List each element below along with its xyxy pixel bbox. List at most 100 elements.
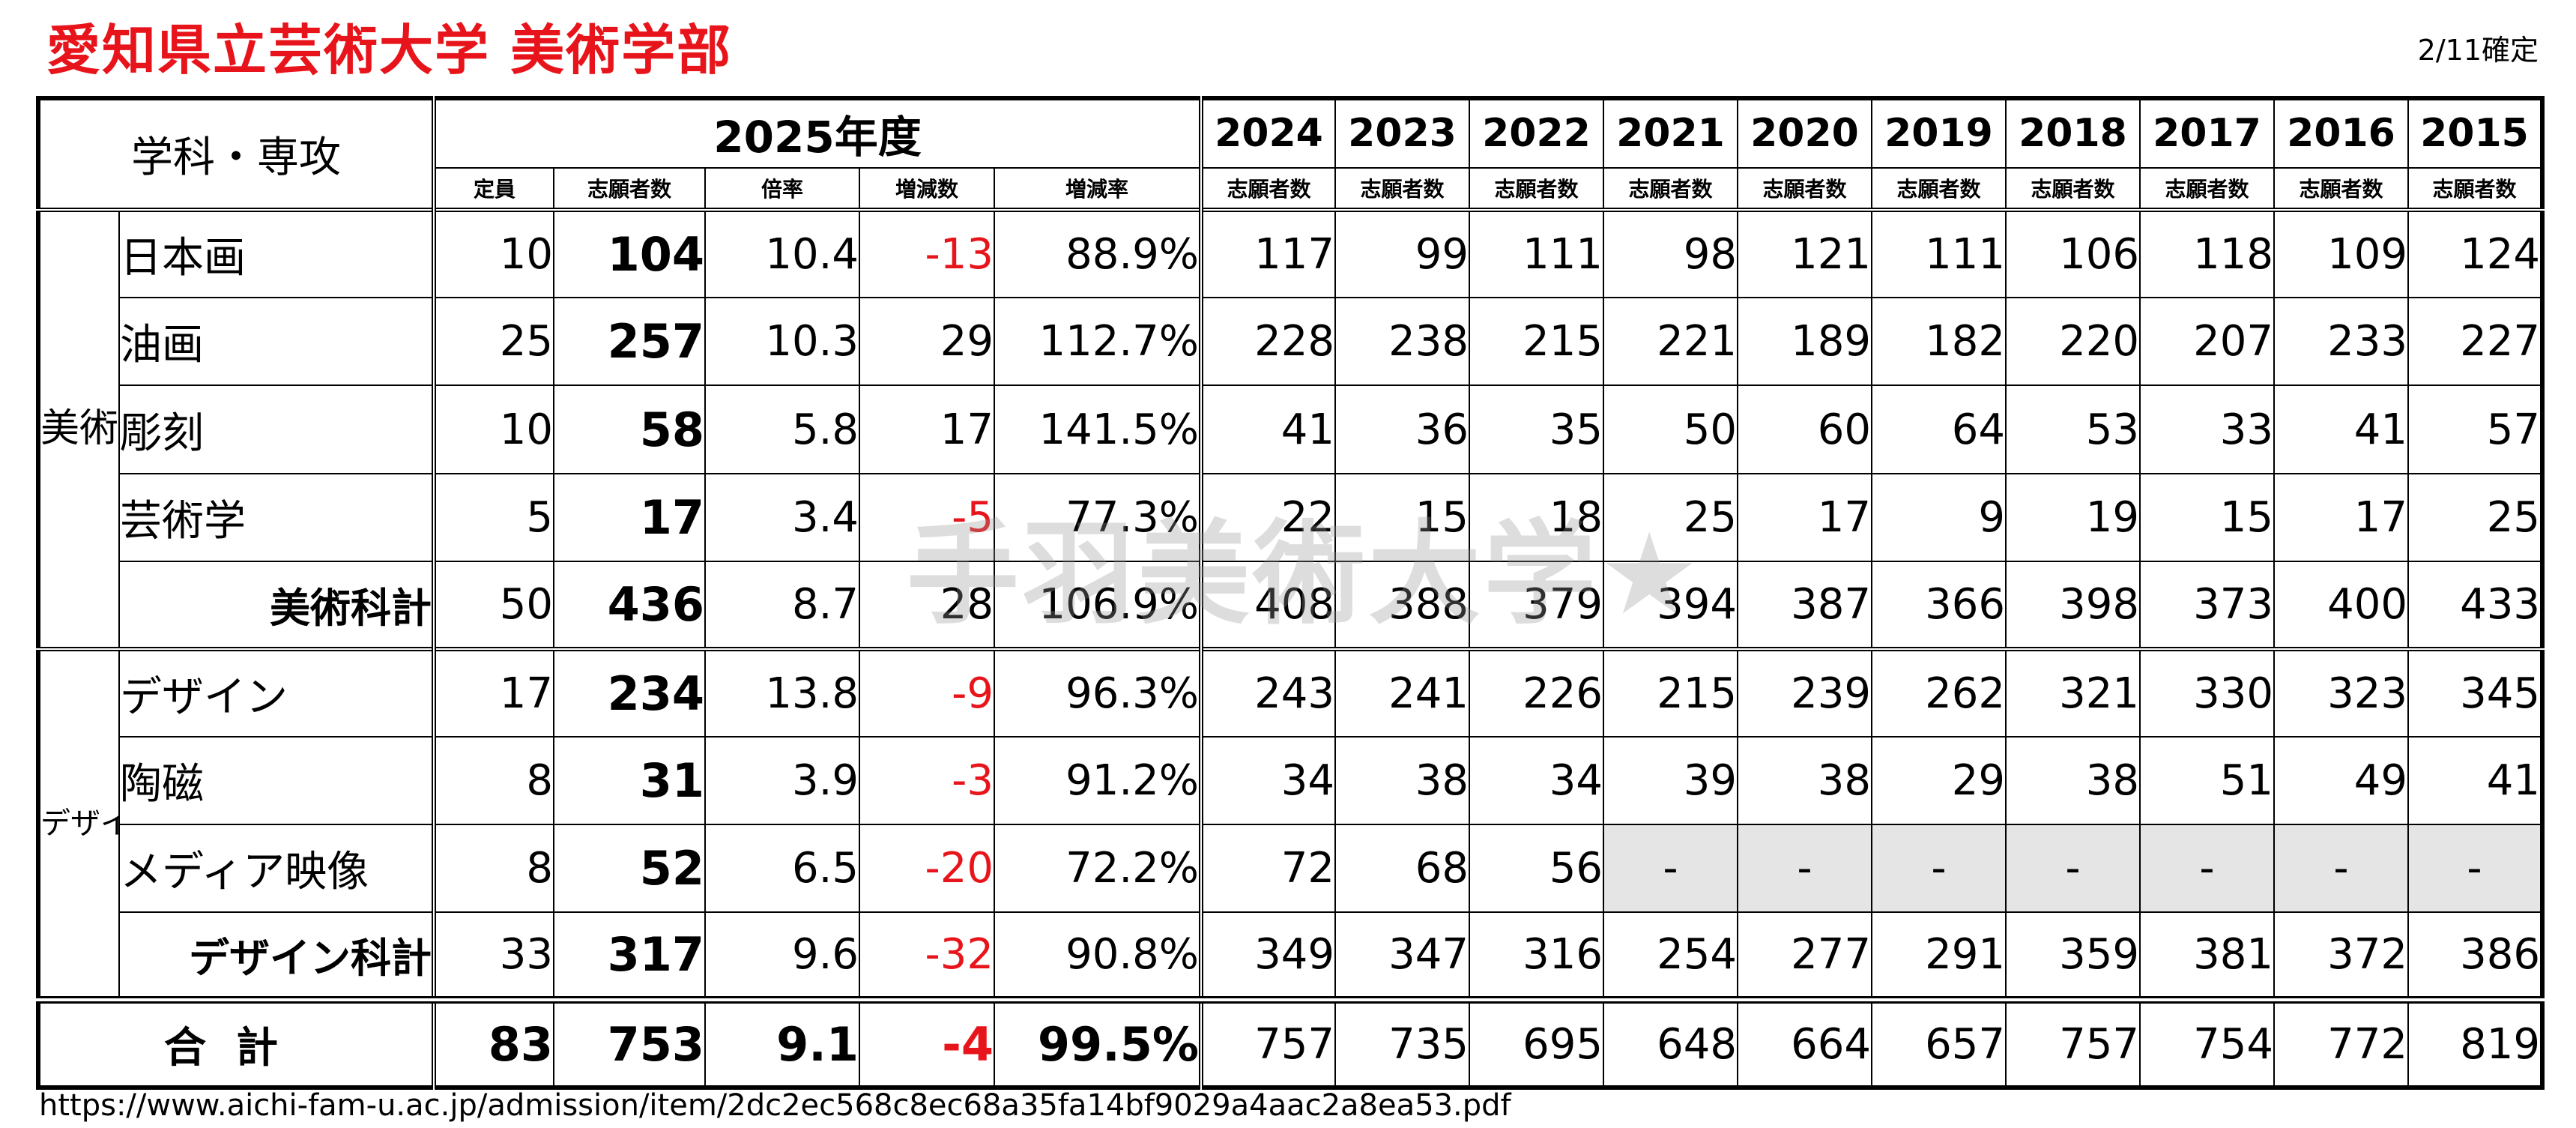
past-cell-2023: 388 [1334,560,1470,650]
dept-header: 学科・専攻 [37,97,436,211]
past-cell-2019: - [1871,824,2007,913]
table-row: メディア映像 8 52 6.5 -20 72.2% 72 68 56- - - - - - - [38,824,2543,913]
past-cell-2020: 239 [1737,646,1872,738]
capacity-cell: 25 [433,297,554,387]
past-cell-2015: 345 [2407,646,2543,738]
applicants-cell: 257 [553,297,706,387]
confirmed-date: 2/11確定 [2417,34,2539,67]
subtotal-row: デザイン科計 33 317 9.6 -32 90.8% 349 347 316 254 277 291… [38,911,2543,1001]
year-header-2016: 2016 [2273,97,2409,169]
source-url[interactable]: https://www.aichi-fam-u.ac.jp/admission/… [39,1088,1511,1123]
applicants-cell: 753 [553,995,706,1089]
past-cell-2015: 433 [2407,560,2543,650]
past-cell-2017: 207 [2139,297,2275,387]
past-cell-2016: 323 [2273,646,2409,738]
applicants-cell: 31 [553,736,706,825]
past-cell-2021: 648 [1603,995,1738,1089]
past-cell-2020: 38 [1737,736,1872,825]
table-row: 芸術学 5 17 3.4 -5 77.3% 22 15 18 25 17 9 19 15 17 25 [38,473,2543,562]
ratio-cell: 10.3 [704,297,860,387]
past-cell-2015: - [2407,824,2543,913]
past-cell-2023: 241 [1334,646,1470,738]
rate-cell: 90.8% [994,911,1203,1001]
past-cell-2018: 38 [2005,736,2141,825]
past-applicants-header-2018: 志願者数 [2005,166,2141,211]
past-cell-2018: 321 [2005,646,2141,738]
past-cell-2015: 819 [2407,995,2543,1089]
past-cell-2019: 262 [1871,646,2007,738]
past-cell-2018: 359 [2005,911,2141,1001]
dept-name: 油画 [118,297,436,387]
header-row-years: 学科・専攻 2025年度 2024 2023 2022 2021 2020 2019 2018 2… [37,97,2543,211]
past-cell-2022: 56 [1469,824,1604,913]
past-cell-2024: 228 [1199,297,1336,387]
current-year-header: 2025年度 [433,97,1203,169]
past-cell-2019: 657 [1871,995,2007,1089]
past-cell-2021: 39 [1603,736,1738,825]
past-cell-2021: 98 [1603,208,1738,299]
dept-name: 日本画 [118,208,436,299]
year-header-2015: 2015 [2407,97,2543,169]
rate-cell: 99.5% [994,995,1203,1089]
past-applicants-header-2019: 志願者数 [1871,166,2007,211]
past-cell-2016: 372 [2273,911,2409,1001]
year-header-2021: 2021 [1603,97,1738,169]
subtotal-label: デザイン科計 [118,911,436,1001]
past-cell-2018: - [2005,824,2141,913]
past-cell-2017: 33 [2139,384,2275,474]
header-row-columns: 定員 志願者数 倍率 増減数 増減率 志願者数 志願者数 志願者数 志願者数 志願者数 志願者数 志願… [38,166,2543,211]
past-cell-2022: 34 [1469,736,1604,825]
year-header-2024: 2024 [1199,97,1336,169]
ratio-cell: 9.6 [704,911,860,1001]
applicants-cell: 104 [553,208,706,299]
past-cell-2024: 41 [1199,384,1336,474]
past-cell-2016: 49 [2273,736,2409,825]
rate-cell: 112.7% [994,297,1203,387]
past-cell-2023: 735 [1334,995,1470,1089]
past-cell-2016: 400 [2273,560,2409,650]
past-applicants-header-2022: 志願者数 [1469,166,1604,211]
past-cell-2019: 64 [1871,384,2007,474]
ratio-cell: 8.7 [704,560,860,650]
past-cell-2023: 238 [1334,297,1470,387]
subtotal-row: 美術科計 50 436 8.7 28 106.9% 408 388 379 394 387 366 39… [38,560,2543,650]
past-applicants-header-2015: 志願者数 [2407,166,2543,211]
past-cell-2018: 53 [2005,384,2141,474]
past-applicants-header-2024: 志願者数 [1199,166,1336,211]
past-cell-2015: 57 [2407,384,2543,474]
past-cell-2017: 51 [2139,736,2275,825]
subtotal-label: 美術科計 [118,560,436,650]
past-cell-2022: 35 [1469,384,1604,474]
past-cell-2023: 68 [1334,824,1470,913]
past-cell-2016: 233 [2273,297,2409,387]
change-cell: -32 [859,911,995,1001]
applicants-cell: 234 [553,646,706,738]
table-row: デザインデザイン1723413.8-996.3%2432412262152392… [37,646,2543,1001]
past-cell-2019: 29 [1871,736,2007,825]
year-header-2022: 2022 [1469,97,1604,169]
past-cell-2022: 18 [1469,473,1604,562]
past-cell-2020: 277 [1737,911,1872,1001]
change-header: 増減数 [859,166,995,211]
past-cell-2015: 41 [2407,736,2543,825]
past-applicants-header-2023: 志願者数 [1334,166,1470,211]
past-cell-2022: 111 [1469,208,1604,299]
rate-cell: 72.2% [994,824,1203,913]
past-cell-2022: 379 [1469,560,1604,650]
applicants-cell: 58 [553,384,706,474]
change-cell: -20 [859,824,995,913]
past-cell-2021: 25 [1603,473,1738,562]
past-cell-2021: 394 [1603,560,1738,650]
past-cell-2017: 15 [2139,473,2275,562]
past-cell-2019: 366 [1871,560,2007,650]
rate-header: 増減率 [994,166,1203,211]
past-cell-2015: 227 [2407,297,2543,387]
table-row: 美術 日本画 10 104 10.4 -13 88.9% 117 99 111 98 121 111 10… [37,208,2543,650]
past-cell-2023: 38 [1334,736,1470,825]
change-cell: -9 [859,646,995,738]
page-title: 愛知県立芸術大学 美術学部 [46,19,733,82]
past-cell-2020: 60 [1737,384,1872,474]
applicants-header: 志願者数 [553,166,706,211]
capacity-cell: 50 [433,560,554,650]
past-cell-2016: 109 [2273,208,2409,299]
